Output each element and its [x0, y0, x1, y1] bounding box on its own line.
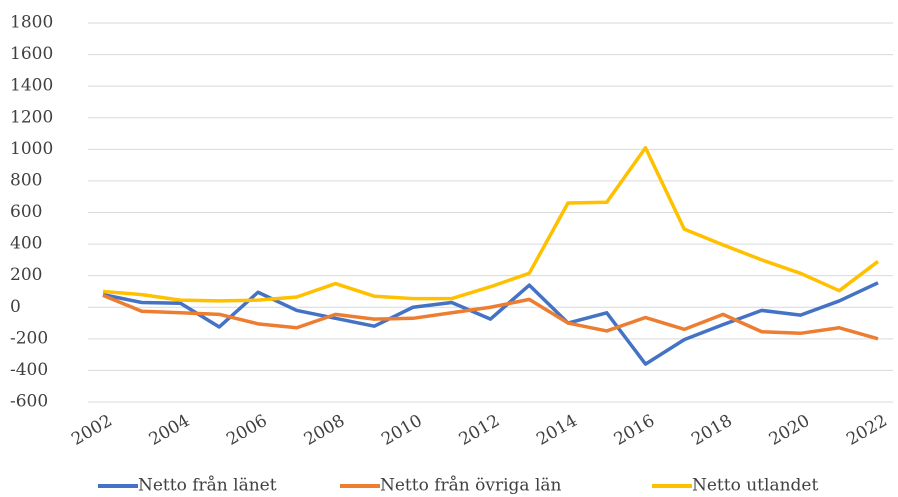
- y-tick-label: 600: [10, 202, 42, 222]
- x-tick-label: 2004: [146, 411, 193, 450]
- x-tick-label: 2012: [456, 411, 503, 450]
- legend-label: Netto utlandet: [692, 476, 818, 496]
- x-tick-label: 2008: [301, 411, 348, 450]
- y-tick-label: -400: [10, 360, 48, 380]
- x-tick-label: 2022: [843, 411, 890, 450]
- legend-label: Netto från övriga län: [380, 476, 562, 496]
- y-tick-label: 1600: [10, 44, 53, 64]
- series-line: [102, 293, 879, 341]
- x-tick-label: 2002: [68, 411, 115, 450]
- y-tick-label: 1000: [10, 139, 53, 159]
- legend-label: Netto från länet: [138, 476, 277, 496]
- x-tick-label: 2020: [766, 411, 813, 450]
- x-tick-label: 2014: [533, 411, 580, 450]
- series-line: [102, 281, 879, 366]
- y-tick-label: 1400: [10, 76, 53, 96]
- y-tick-label: 800: [10, 170, 42, 190]
- y-tick-label: 400: [10, 234, 42, 254]
- y-tick-label: 0: [10, 297, 21, 317]
- x-tick-label: 2018: [688, 411, 735, 450]
- x-tick-label: 2016: [611, 411, 658, 450]
- y-tick-label: 1800: [10, 13, 53, 33]
- y-tick-label: -200: [10, 328, 48, 348]
- y-tick-label: -600: [10, 392, 48, 412]
- y-tick-label: 200: [10, 265, 42, 285]
- x-tick-label: 2006: [223, 411, 270, 450]
- x-tick-label: 2010: [378, 411, 425, 450]
- y-tick-label: 1200: [10, 107, 53, 127]
- series-line: [102, 146, 880, 303]
